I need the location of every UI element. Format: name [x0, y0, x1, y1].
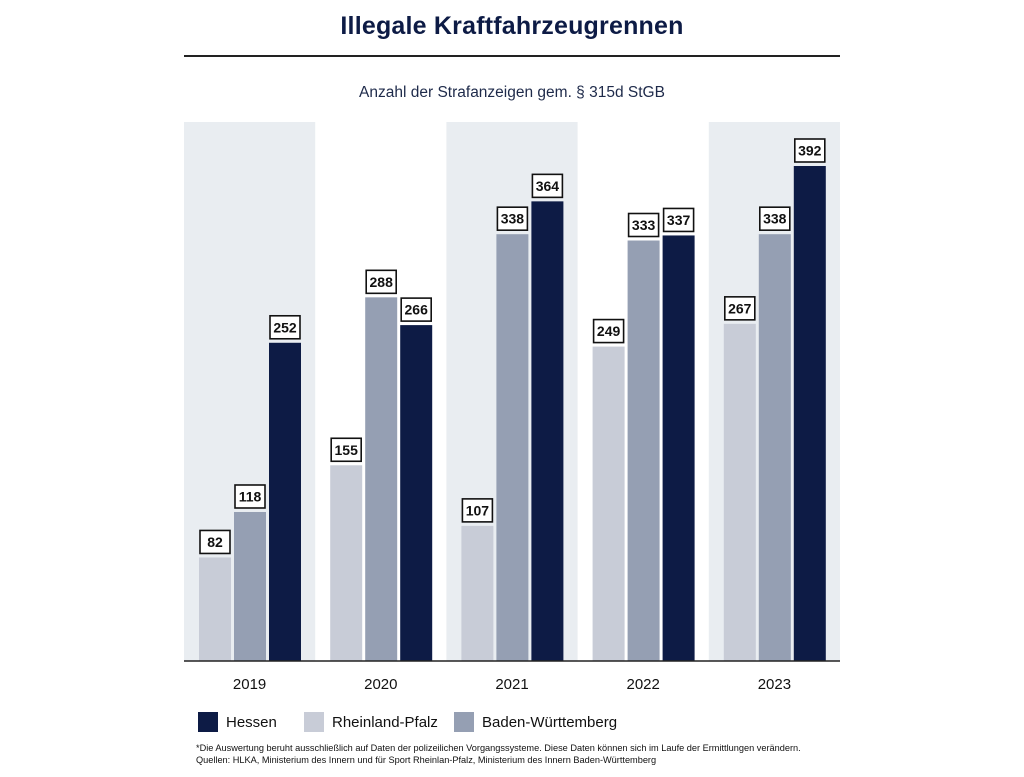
data-label-box-rheinland-pfalz-2021: [461, 498, 494, 523]
data-label-baden-w-rttemberg-2019: 118: [239, 488, 262, 504]
bar-rheinland-pfalz-2023: [723, 323, 756, 661]
data-label-rheinland-pfalz-2022: 249: [597, 323, 621, 339]
data-label-hessen-2021: 364: [536, 178, 560, 194]
data-label-baden-w-rttemberg-2021: 338: [501, 211, 525, 227]
data-label-box-hessen-2020: [400, 297, 433, 322]
x-tick-label-2021: 2021: [495, 676, 528, 693]
legend-swatch: [198, 712, 218, 732]
bar-baden-w-rttemberg-2022: [627, 240, 660, 661]
data-label-rheinland-pfalz-2020: 155: [335, 442, 359, 458]
data-label-box-hessen-2023: [793, 138, 826, 163]
x-tick-label-2019: 2019: [233, 676, 266, 693]
data-label-baden-w-rttemberg-2020: 288: [370, 274, 394, 290]
footnote: *Die Auswertung beruht ausschließlich au…: [196, 742, 996, 766]
bar-hessen-2023: [793, 166, 826, 661]
legend-label: Hessen: [226, 714, 277, 731]
data-label-box-baden-w-rttemberg-2022: [627, 212, 660, 238]
bar-hessen-2019: [269, 342, 301, 661]
data-label-box-baden-w-rttemberg-2020: [365, 269, 398, 295]
data-label-box-baden-w-rttemberg-2019: [234, 484, 266, 509]
data-label-box-rheinland-pfalz-2023: [723, 296, 756, 321]
bar-rheinland-pfalz-2020: [330, 465, 363, 661]
data-label-box-rheinland-pfalz-2022: [592, 318, 625, 344]
chart-subtitle: Anzahl der Strafanzeigen gem. § 315d StG…: [359, 84, 665, 101]
data-label-box-baden-w-rttemberg-2023: [758, 206, 791, 231]
data-label-box-rheinland-pfalz-2020: [330, 437, 363, 463]
legend-swatch: [454, 712, 474, 732]
footnote-disclaimer: *Die Auswertung beruht ausschließlich au…: [196, 743, 801, 753]
data-label-rheinland-pfalz-2021: 107: [466, 502, 490, 518]
x-tick-label-2020: 2020: [364, 676, 397, 693]
bar-hessen-2021: [531, 201, 564, 661]
bar-rheinland-pfalz-2022: [592, 346, 625, 661]
data-label-baden-w-rttemberg-2023: 338: [763, 211, 787, 227]
title-divider: [184, 55, 840, 57]
x-tick-label-2023: 2023: [758, 676, 791, 693]
bar-rheinland-pfalz-2019: [199, 557, 231, 661]
data-label-box-hessen-2021: [531, 173, 564, 199]
bar-rheinland-pfalz-2021: [461, 525, 494, 661]
data-label-hessen-2020: 266: [405, 302, 429, 318]
data-label-hessen-2022: 337: [667, 212, 691, 228]
x-tick-label-2022: 2022: [627, 676, 660, 693]
data-label-box-baden-w-rttemberg-2021: [496, 206, 529, 231]
data-label-baden-w-rttemberg-2022: 333: [632, 217, 656, 233]
legend-label: Baden-Württemberg: [482, 714, 618, 731]
bar-hessen-2022: [662, 235, 695, 661]
data-label-hessen-2019: 252: [273, 319, 297, 335]
data-label-box-hessen-2019: [269, 314, 301, 340]
bar-hessen-2020: [400, 325, 433, 661]
footnote-sources: Quellen: HLKA, Ministerium des Innern un…: [196, 755, 657, 765]
data-label-hessen-2023: 392: [798, 143, 822, 159]
bar-baden-w-rttemberg-2019: [234, 511, 266, 661]
bar-baden-w-rttemberg-2021: [496, 234, 529, 661]
legend-swatch: [304, 712, 324, 732]
legend-label: Rheinland-Pfalz: [332, 714, 438, 731]
data-label-box-hessen-2022: [662, 207, 695, 233]
bar-chart: 82 118 252 2019 155 288 266 2020 107 338 364 2021 24…: [184, 122, 840, 693]
data-label-rheinland-pfalz-2023: 267: [728, 300, 752, 316]
data-label-rheinland-pfalz-2019: 82: [207, 534, 223, 550]
chart-title: Illegale Kraftfahrzeugrennen: [340, 12, 684, 40]
bar-baden-w-rttemberg-2020: [365, 297, 398, 661]
bar-baden-w-rttemberg-2023: [758, 234, 791, 661]
data-label-box-rheinland-pfalz-2019: [199, 529, 231, 555]
